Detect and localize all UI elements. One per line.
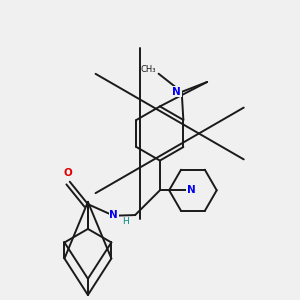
Text: N: N (109, 210, 118, 220)
Text: N: N (187, 184, 196, 195)
Text: H: H (122, 217, 129, 226)
Text: O: O (64, 168, 73, 178)
Text: CH₃: CH₃ (141, 65, 156, 74)
Text: N: N (172, 87, 181, 97)
